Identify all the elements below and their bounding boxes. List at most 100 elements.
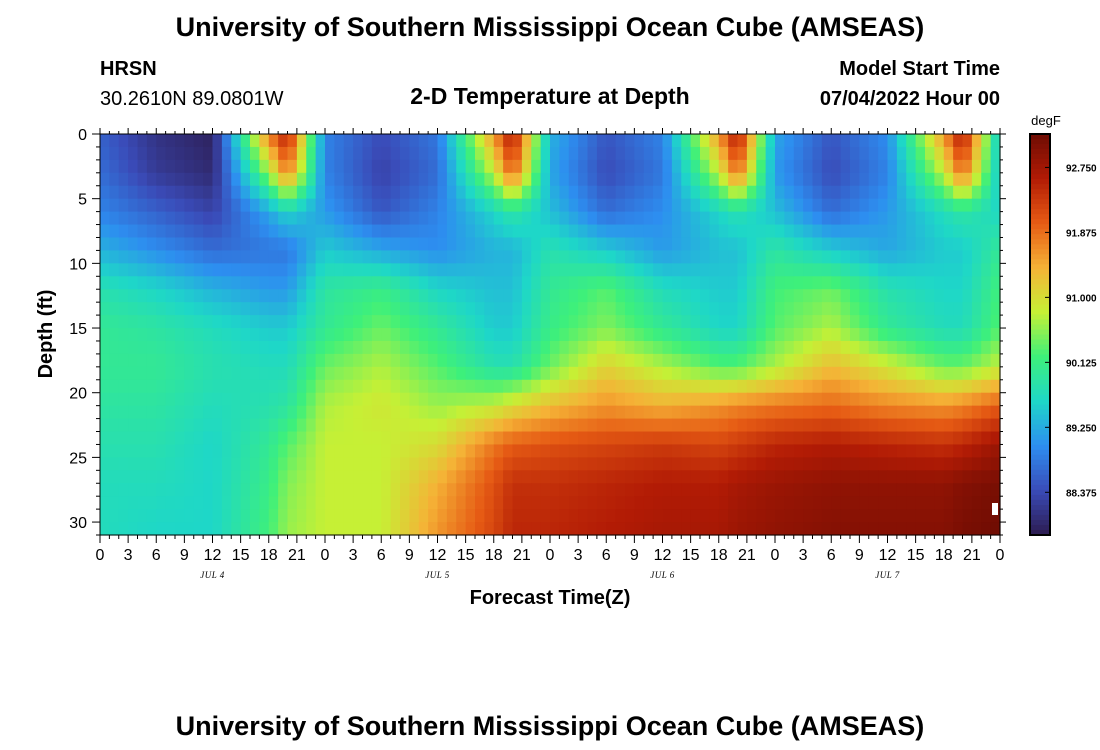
heatmap-cell: [559, 185, 570, 200]
heatmap-cell: [606, 353, 617, 368]
heatmap-cell: [240, 211, 251, 226]
heatmap-cell: [400, 431, 410, 446]
heatmap-cell: [165, 224, 176, 239]
heatmap-cell: [231, 379, 242, 394]
heatmap-cell: [371, 289, 382, 303]
heatmap-cell: [325, 159, 335, 174]
heatmap-cell: [559, 470, 570, 484]
heatmap-cell: [709, 509, 720, 523]
heatmap-cell: [915, 172, 926, 187]
heatmap-cell: [503, 431, 514, 446]
heatmap-cell: [156, 405, 167, 420]
heatmap-cell: [353, 405, 364, 420]
heatmap-cell: [193, 263, 204, 277]
heatmap-cell: [559, 172, 570, 187]
heatmap-cell: [521, 444, 532, 458]
heatmap-cell: [981, 134, 992, 148]
heatmap-cell: [437, 431, 448, 446]
heatmap-cell: [859, 315, 870, 329]
heatmap-cell: [493, 328, 504, 342]
heatmap-cell: [325, 509, 335, 523]
colorbar-tick-label: 91.000: [1066, 293, 1097, 304]
colorbar-segment: [1030, 444, 1050, 451]
heatmap-cell: [175, 263, 185, 277]
heatmap-cell: [925, 509, 935, 523]
heatmap-cell: [812, 159, 823, 174]
heatmap-cell: [653, 134, 664, 148]
heatmap-cell: [953, 328, 964, 342]
heatmap-cell: [746, 392, 757, 407]
heatmap-cell: [990, 405, 1001, 420]
heatmap-cell: [765, 159, 776, 174]
heatmap-cell: [212, 211, 223, 226]
heatmap-cell: [240, 379, 251, 394]
heatmap-cell: [793, 263, 804, 277]
heatmap-cell: [868, 353, 879, 368]
heatmap-cell: [118, 198, 129, 213]
heatmap-cell: [456, 431, 467, 446]
heatmap-cell: [446, 405, 457, 420]
heatmap-cell: [681, 276, 692, 290]
heatmap-cell: [221, 340, 232, 355]
heatmap-cell: [728, 496, 739, 510]
heatmap-cell: [390, 315, 401, 329]
x-tick-label: 9: [180, 547, 189, 564]
heatmap-cell: [484, 328, 495, 342]
heatmap-cell: [625, 509, 635, 523]
heatmap-cell: [643, 328, 654, 342]
heatmap-cell: [165, 159, 176, 174]
heatmap-cell: [203, 418, 214, 433]
heatmap-cell: [765, 172, 776, 187]
heatmap-cell: [287, 366, 298, 381]
heatmap-cell: [250, 366, 260, 381]
heatmap-cell: [812, 418, 823, 433]
heatmap-cell: [400, 379, 410, 394]
heatmap-cell: [306, 134, 317, 148]
heatmap-cell: [259, 315, 270, 329]
heatmap-cell: [400, 185, 410, 200]
heatmap-cell: [109, 353, 120, 368]
heatmap-cell: [868, 134, 879, 148]
heatmap-cell: [821, 289, 832, 303]
heatmap-cell: [887, 302, 898, 316]
heatmap-cell: [775, 172, 785, 187]
colorbar-segment: [1030, 379, 1050, 386]
heatmap-cell: [709, 315, 720, 329]
heatmap-cell: [878, 146, 889, 161]
heatmap-cell: [400, 263, 410, 277]
heatmap-cell: [700, 379, 710, 394]
heatmap-cell: [221, 276, 232, 290]
heatmap-cell: [287, 172, 298, 187]
heatmap-cell: [718, 237, 729, 252]
heatmap-cell: [690, 340, 701, 355]
heatmap-cell: [484, 496, 495, 510]
heatmap-cell: [296, 496, 307, 510]
heatmap-cell: [643, 457, 654, 471]
heatmap-cell: [315, 159, 326, 174]
heatmap-cell: [165, 470, 176, 484]
heatmap-cell: [943, 418, 954, 433]
heatmap-cell: [971, 276, 982, 290]
heatmap-cell: [662, 522, 673, 536]
heatmap-cell: [962, 366, 973, 381]
heatmap-cell: [962, 379, 973, 394]
heatmap-cell: [362, 418, 373, 433]
heatmap-cell: [943, 263, 954, 277]
heatmap-cell: [953, 431, 964, 446]
model-start-value: 07/04/2022 Hour 00: [820, 88, 1000, 110]
heatmap-cell: [653, 496, 664, 510]
heatmap-cell: [250, 522, 260, 536]
heatmap-cell: [700, 522, 710, 536]
heatmap-cell: [728, 315, 739, 329]
heatmap-cell: [643, 431, 654, 446]
heatmap-cell: [353, 444, 364, 458]
heatmap-cell: [531, 353, 542, 368]
heatmap-cell: [690, 392, 701, 407]
heatmap-cell: [962, 522, 973, 536]
heatmap-cell: [934, 237, 945, 252]
heatmap-cell: [746, 146, 757, 161]
heatmap-cell: [737, 211, 748, 226]
heatmap-cell: [990, 483, 1001, 497]
heatmap-cell: [409, 134, 420, 148]
heatmap-cell: [784, 302, 795, 316]
